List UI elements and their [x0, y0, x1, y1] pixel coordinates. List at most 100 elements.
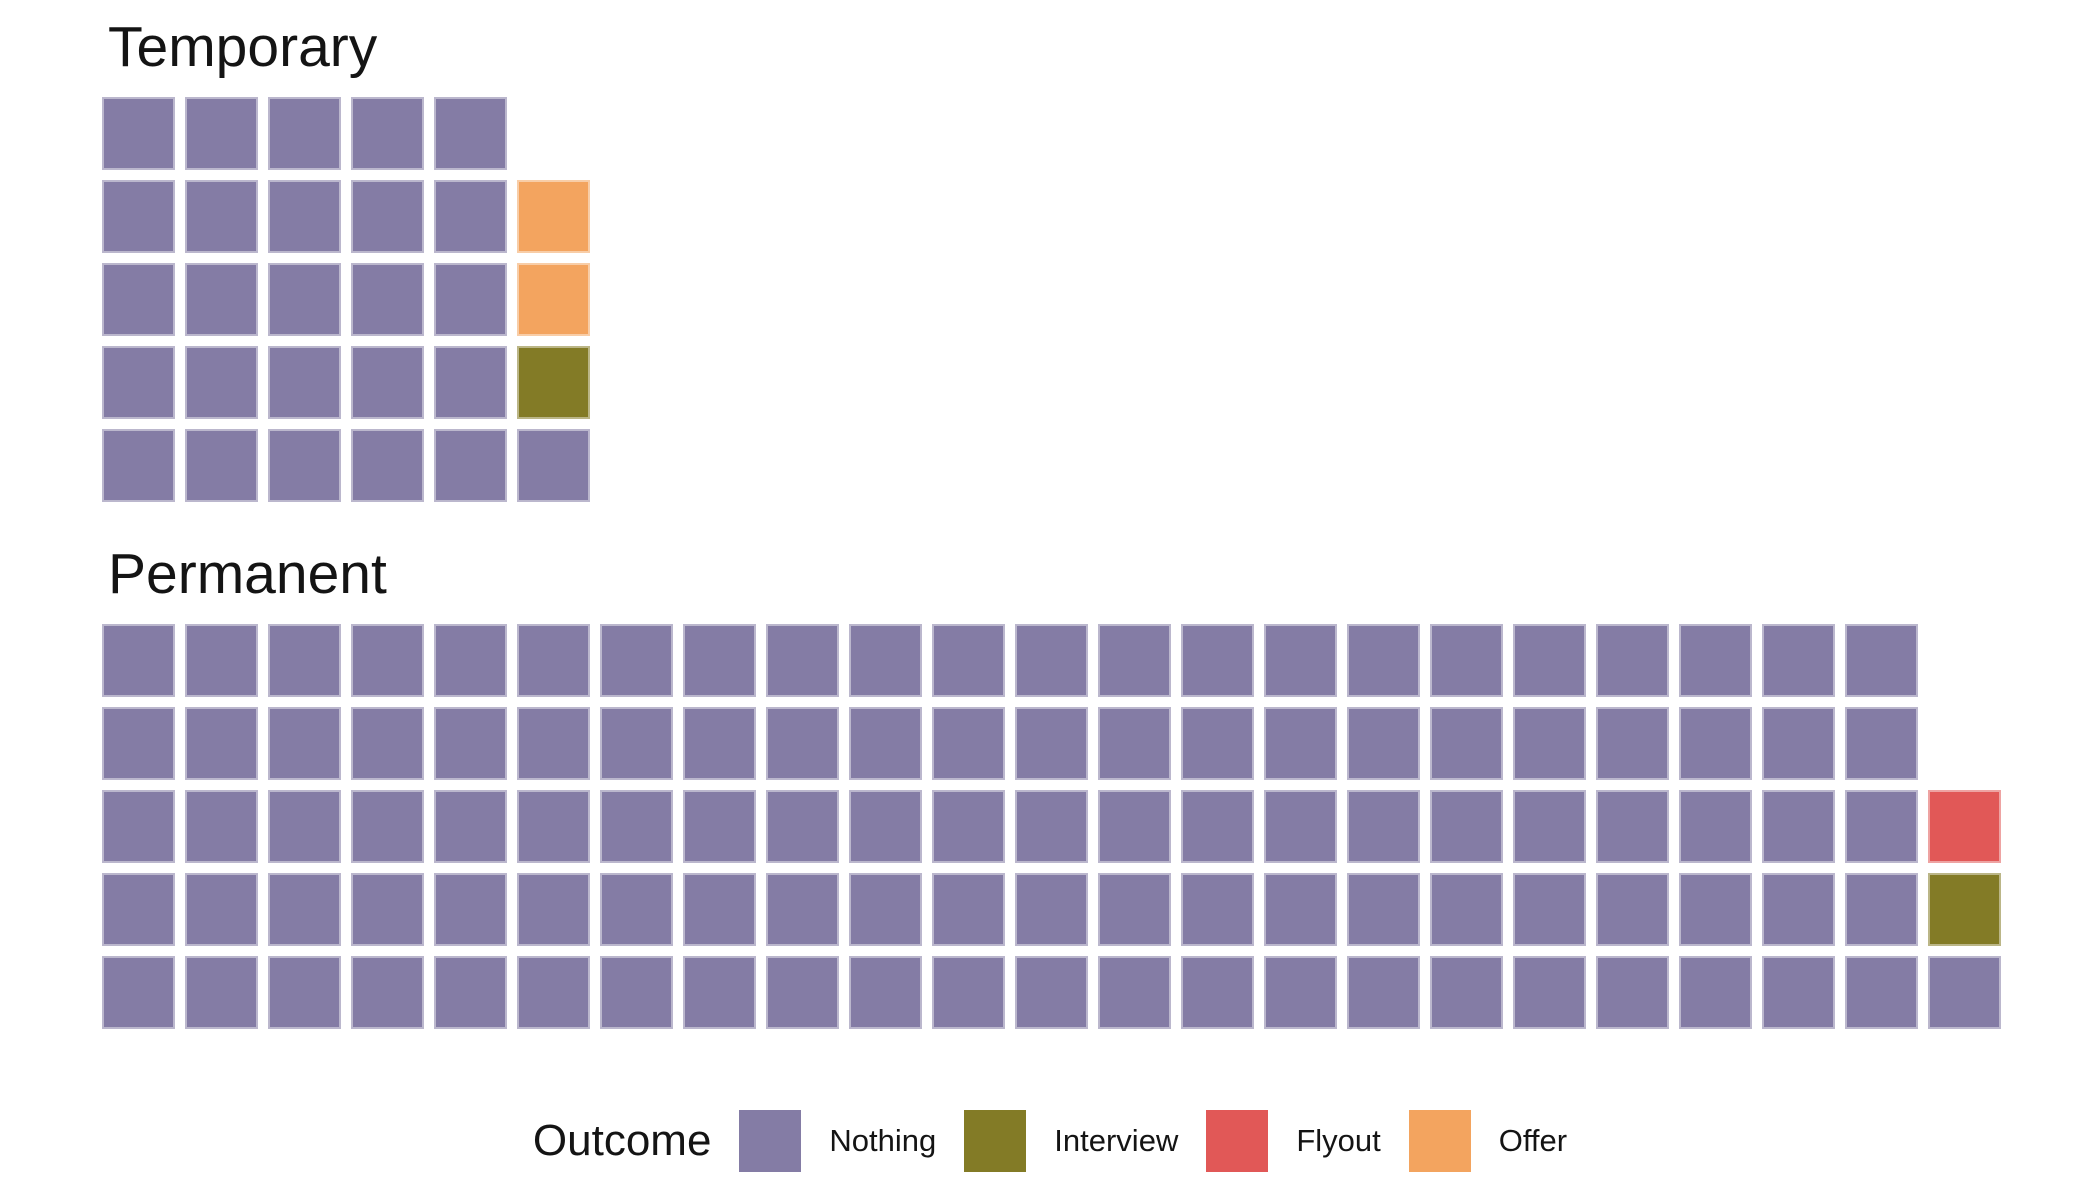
waffle-cell-nothing — [1430, 707, 1503, 780]
legend-label-offer: Offer — [1498, 1123, 1568, 1158]
waffle-cell-nothing — [185, 180, 258, 253]
waffle-grid-permanent — [102, 624, 2001, 1029]
waffle-cell-nothing — [1513, 624, 1586, 697]
waffle-cell-nothing — [268, 180, 341, 253]
waffle-cell-nothing — [351, 956, 424, 1029]
waffle-cell-nothing — [1264, 624, 1337, 697]
legend-swatch-flyout — [1206, 1110, 1269, 1172]
waffle-cell-nothing — [932, 707, 1005, 780]
waffle-cell-nothing — [268, 956, 341, 1029]
waffle-cell-nothing — [268, 790, 341, 863]
waffle-cell-nothing — [434, 624, 507, 697]
waffle-cell-nothing — [932, 790, 1005, 863]
waffle-cell-nothing — [102, 873, 175, 946]
waffle-cell-nothing — [351, 624, 424, 697]
waffle-cell-nothing — [1679, 624, 1752, 697]
legend-swatch-offer — [1408, 1110, 1471, 1172]
waffle-cell-nothing — [1845, 624, 1918, 697]
waffle-cell-nothing — [1596, 956, 1669, 1029]
legend-label-nothing: Nothing — [829, 1123, 937, 1158]
waffle-cell-flyout — [1928, 790, 2001, 863]
waffle-cell-nothing — [849, 624, 922, 697]
waffle-cell-nothing — [434, 263, 507, 336]
waffle-grid-temporary — [102, 97, 590, 502]
waffle-cell-nothing — [683, 707, 756, 780]
waffle-cell-nothing — [766, 956, 839, 1029]
waffle-cell-nothing — [1845, 956, 1918, 1029]
waffle-cell-nothing — [434, 956, 507, 1029]
waffle-cell-nothing — [185, 97, 258, 170]
waffle-cell-nothing — [268, 346, 341, 419]
waffle-cell-nothing — [1679, 873, 1752, 946]
waffle-cell-nothing — [102, 263, 175, 336]
waffle-cell-nothing — [1513, 707, 1586, 780]
waffle-cell-nothing — [1181, 873, 1254, 946]
waffle-cell-nothing — [1098, 956, 1171, 1029]
waffle-cell-nothing — [1181, 956, 1254, 1029]
waffle-cell-nothing — [1762, 707, 1835, 780]
waffle-cell-nothing — [1347, 624, 1420, 697]
waffle-cell-nothing — [102, 624, 175, 697]
waffle-cell-nothing — [683, 956, 756, 1029]
waffle-cell-nothing — [1015, 624, 1088, 697]
waffle-cell-nothing — [1098, 790, 1171, 863]
legend: Outcome Nothing Interview Flyout Offer — [0, 1110, 2100, 1172]
waffle-cell-nothing — [351, 346, 424, 419]
waffle-cell-nothing — [268, 707, 341, 780]
waffle-cell-nothing — [600, 707, 673, 780]
waffle-cell-nothing — [434, 97, 507, 170]
waffle-cell-nothing — [351, 707, 424, 780]
legend-swatch-interview — [964, 1110, 1027, 1172]
facet-title-permanent: Permanent — [108, 542, 387, 606]
waffle-cell-nothing — [434, 429, 507, 502]
waffle-cell-nothing — [1596, 790, 1669, 863]
waffle-cell-nothing — [1015, 956, 1088, 1029]
waffle-cell-nothing — [102, 429, 175, 502]
waffle-cell-nothing — [434, 707, 507, 780]
waffle-cell-nothing — [1762, 873, 1835, 946]
waffle-cell-nothing — [1762, 956, 1835, 1029]
waffle-cell-interview — [1928, 873, 2001, 946]
waffle-cell-nothing — [766, 873, 839, 946]
waffle-cell-nothing — [1596, 873, 1669, 946]
waffle-cell-nothing — [185, 790, 258, 863]
waffle-cell-nothing — [1347, 707, 1420, 780]
waffle-cell-nothing — [351, 790, 424, 863]
waffle-cell-nothing — [1430, 956, 1503, 1029]
facet-title-temporary: Temporary — [108, 15, 378, 79]
waffle-cell-nothing — [849, 790, 922, 863]
waffle-cell-nothing — [517, 707, 590, 780]
waffle-cell-nothing — [1098, 707, 1171, 780]
waffle-cell-nothing — [1347, 873, 1420, 946]
waffle-cell-nothing — [185, 429, 258, 502]
waffle-cell-nothing — [1098, 873, 1171, 946]
waffle-cell-nothing — [434, 873, 507, 946]
waffle-cell-nothing — [185, 346, 258, 419]
waffle-cell-nothing — [600, 956, 673, 1029]
waffle-cell-nothing — [185, 956, 258, 1029]
waffle-cell-nothing — [102, 180, 175, 253]
waffle-cell-nothing — [1430, 624, 1503, 697]
waffle-cell-nothing — [351, 263, 424, 336]
waffle-cell-nothing — [1513, 790, 1586, 863]
waffle-cell-nothing — [932, 624, 1005, 697]
waffle-cell-nothing — [1513, 873, 1586, 946]
waffle-cell-nothing — [1430, 790, 1503, 863]
legend-item-offer: Offer — [1408, 1110, 1568, 1172]
waffle-cell-nothing — [766, 790, 839, 863]
waffle-cell-nothing — [102, 790, 175, 863]
waffle-cell-nothing — [102, 707, 175, 780]
waffle-cell-nothing — [932, 873, 1005, 946]
waffle-cell-nothing — [517, 873, 590, 946]
waffle-cell-nothing — [102, 97, 175, 170]
waffle-cell-nothing — [517, 429, 590, 502]
waffle-cell-nothing — [1596, 707, 1669, 780]
waffle-cell-nothing — [683, 790, 756, 863]
legend-item-interview: Interview — [964, 1110, 1178, 1172]
waffle-cell-nothing — [517, 790, 590, 863]
waffle-cell-nothing — [185, 707, 258, 780]
waffle-cell-nothing — [1596, 624, 1669, 697]
waffle-cell-nothing — [1181, 790, 1254, 863]
waffle-cell-nothing — [351, 180, 424, 253]
